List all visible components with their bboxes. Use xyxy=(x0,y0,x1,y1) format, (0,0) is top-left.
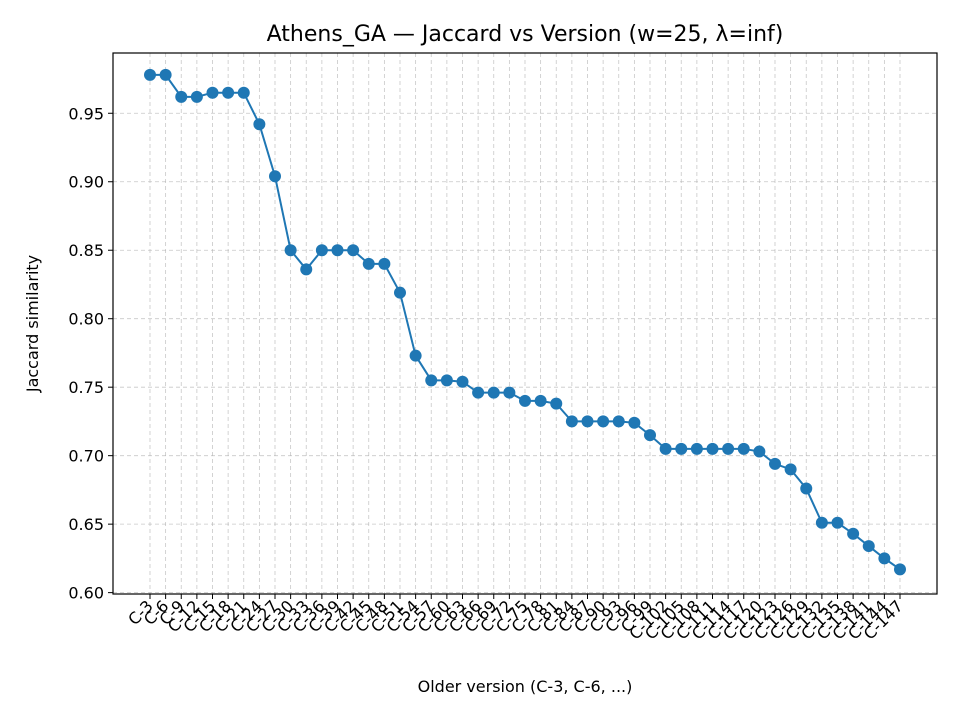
data-point xyxy=(378,257,391,270)
data-point xyxy=(862,540,875,553)
data-point xyxy=(159,68,172,81)
chart-title: Athens_GA — Jaccard vs Version (w=25, λ=… xyxy=(267,22,784,47)
data-point xyxy=(581,415,594,428)
data-point xyxy=(597,415,610,428)
data-point xyxy=(894,563,906,576)
data-point xyxy=(331,244,344,257)
data-point xyxy=(690,442,703,455)
y-tick-label: 0.65 xyxy=(68,515,104,534)
data-point xyxy=(362,257,375,270)
data-point xyxy=(644,429,656,442)
data-point xyxy=(753,445,766,458)
data-point xyxy=(190,90,203,103)
x-axis-label: Older version (C-3, C-6, ...) xyxy=(418,677,633,696)
data-point xyxy=(737,442,750,455)
y-tick-label: 0.70 xyxy=(68,447,104,466)
y-tick-label: 0.80 xyxy=(68,310,104,329)
data-point xyxy=(878,552,891,565)
data-point xyxy=(831,516,844,529)
data-point xyxy=(815,516,828,529)
data-point xyxy=(769,457,781,470)
data-point xyxy=(722,442,735,455)
data-point xyxy=(519,394,531,407)
data-point xyxy=(253,118,266,131)
y-tick-label: 0.60 xyxy=(68,584,104,603)
data-point xyxy=(534,394,547,407)
data-point xyxy=(222,86,235,99)
data-point xyxy=(565,415,578,428)
data-point xyxy=(456,375,469,388)
data-point xyxy=(284,244,297,257)
data-point xyxy=(550,397,563,410)
data-point xyxy=(503,386,516,399)
data-point xyxy=(659,442,672,455)
data-point xyxy=(628,416,641,429)
y-tick-label: 0.90 xyxy=(68,173,104,192)
y-axis-label: Jaccard similarity xyxy=(23,255,42,393)
data-point xyxy=(440,374,453,387)
data-point xyxy=(175,90,188,103)
data-point xyxy=(425,374,438,387)
data-point xyxy=(706,442,719,455)
data-point xyxy=(409,349,422,362)
data-point xyxy=(206,86,219,99)
y-tick-label: 0.95 xyxy=(68,104,104,123)
y-tick-label: 0.85 xyxy=(68,241,104,260)
data-point xyxy=(847,527,860,540)
data-point xyxy=(269,170,281,183)
data-point xyxy=(237,86,250,99)
data-point xyxy=(472,386,485,399)
data-point xyxy=(487,386,500,399)
data-point xyxy=(784,463,797,476)
data-point xyxy=(612,415,625,428)
data-point xyxy=(300,263,313,276)
data-point xyxy=(675,442,688,455)
y-tick-label: 0.75 xyxy=(68,378,104,397)
data-point xyxy=(800,482,813,495)
data-point xyxy=(144,68,156,81)
data-point xyxy=(315,244,328,257)
data-point xyxy=(394,286,406,299)
data-point xyxy=(347,244,360,257)
